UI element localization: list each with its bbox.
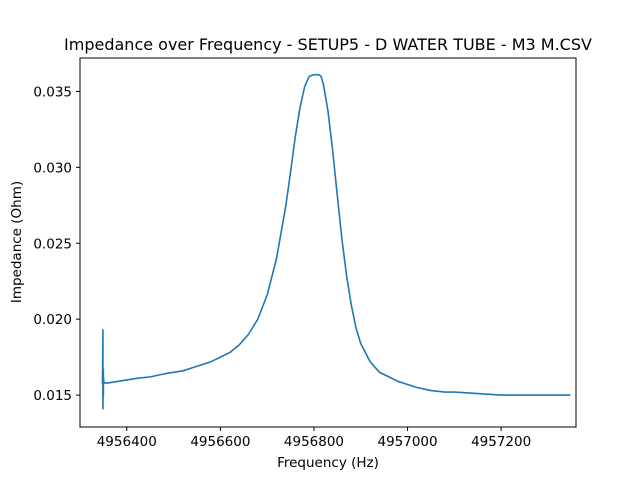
x-tick-label: 4957200 bbox=[471, 434, 531, 450]
x-tick-label: 4956400 bbox=[97, 434, 157, 450]
y-axis-label: Impedance (Ohm) bbox=[9, 181, 25, 303]
y-axis-ticks: 0.015 0.020 0.025 0.030 0.035 bbox=[33, 84, 80, 404]
x-tick-label: 4956600 bbox=[190, 434, 250, 450]
y-tick-label: 0.030 bbox=[33, 160, 72, 176]
y-tick-label: 0.035 bbox=[33, 84, 72, 100]
plot-frame bbox=[79, 57, 577, 428]
x-axis-label: Frequency (Hz) bbox=[277, 455, 379, 471]
x-axis-ticks: 4956400 4956600 4956800 4957000 4957200 bbox=[97, 427, 531, 450]
y-tick-label: 0.015 bbox=[33, 388, 72, 404]
impedance-series-line bbox=[101, 73, 571, 410]
x-tick-label: 4957000 bbox=[377, 434, 437, 450]
y-tick-label: 0.020 bbox=[33, 312, 72, 328]
chart-title: Impedance over Frequency - SETUP5 - D WA… bbox=[64, 35, 592, 54]
y-tick-label: 0.025 bbox=[33, 236, 72, 252]
plot-area bbox=[79, 57, 577, 428]
x-tick-label: 4956800 bbox=[284, 434, 344, 450]
